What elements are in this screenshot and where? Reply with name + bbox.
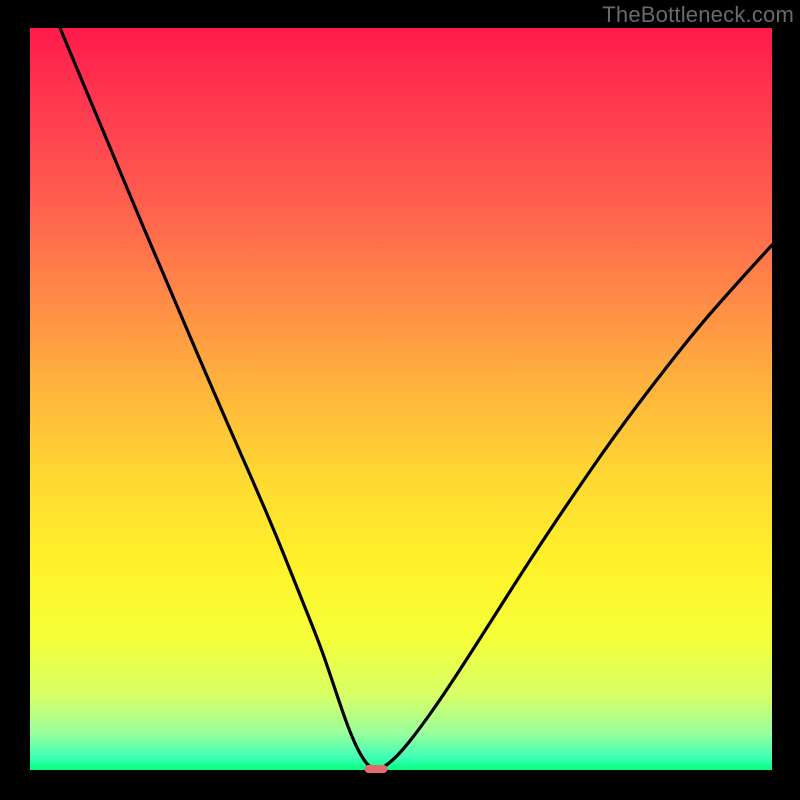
bottleneck-chart xyxy=(0,0,800,800)
watermark-text: TheBottleneck.com xyxy=(602,2,794,28)
plot-background xyxy=(30,28,772,770)
chart-container: TheBottleneck.com xyxy=(0,0,800,800)
optimal-marker xyxy=(365,765,388,773)
